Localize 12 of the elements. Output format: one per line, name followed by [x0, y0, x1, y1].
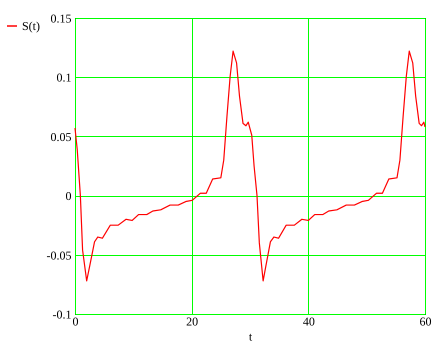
x-tick-label: 40: [302, 314, 315, 328]
x-tick-label: 20: [186, 314, 198, 328]
legend-label: S(t): [22, 19, 40, 33]
y-tick-label: -0.1: [52, 308, 72, 322]
y-tick-label: 0.05: [50, 130, 72, 144]
y-tick-label: 0.1: [56, 70, 72, 85]
x-tick-label: 60: [420, 314, 432, 328]
line-series: [74, 50, 426, 282]
y-tick-label: 0: [66, 189, 72, 204]
y-tick-label: -0.05: [46, 248, 72, 262]
y-tick-label: 0.15: [50, 12, 72, 26]
x-axis-title: t: [248, 330, 253, 344]
